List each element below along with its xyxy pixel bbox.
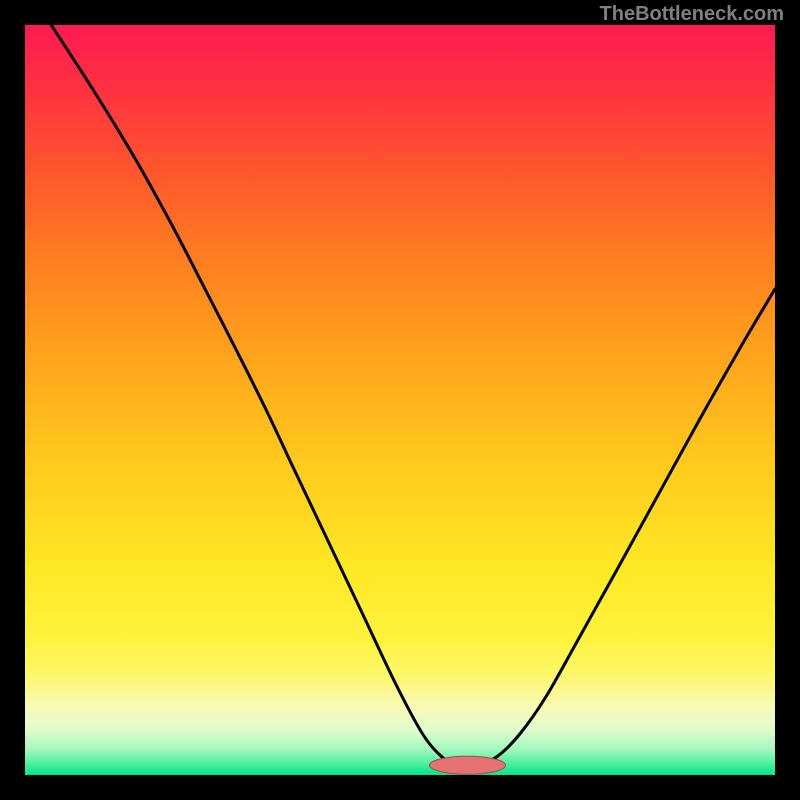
chart-plot-area	[25, 25, 775, 775]
minimum-marker	[430, 756, 506, 774]
bottleneck-curve-svg	[25, 25, 775, 775]
watermark-text: TheBottleneck.com	[600, 0, 784, 28]
bottleneck-curve-path	[51, 25, 775, 766]
